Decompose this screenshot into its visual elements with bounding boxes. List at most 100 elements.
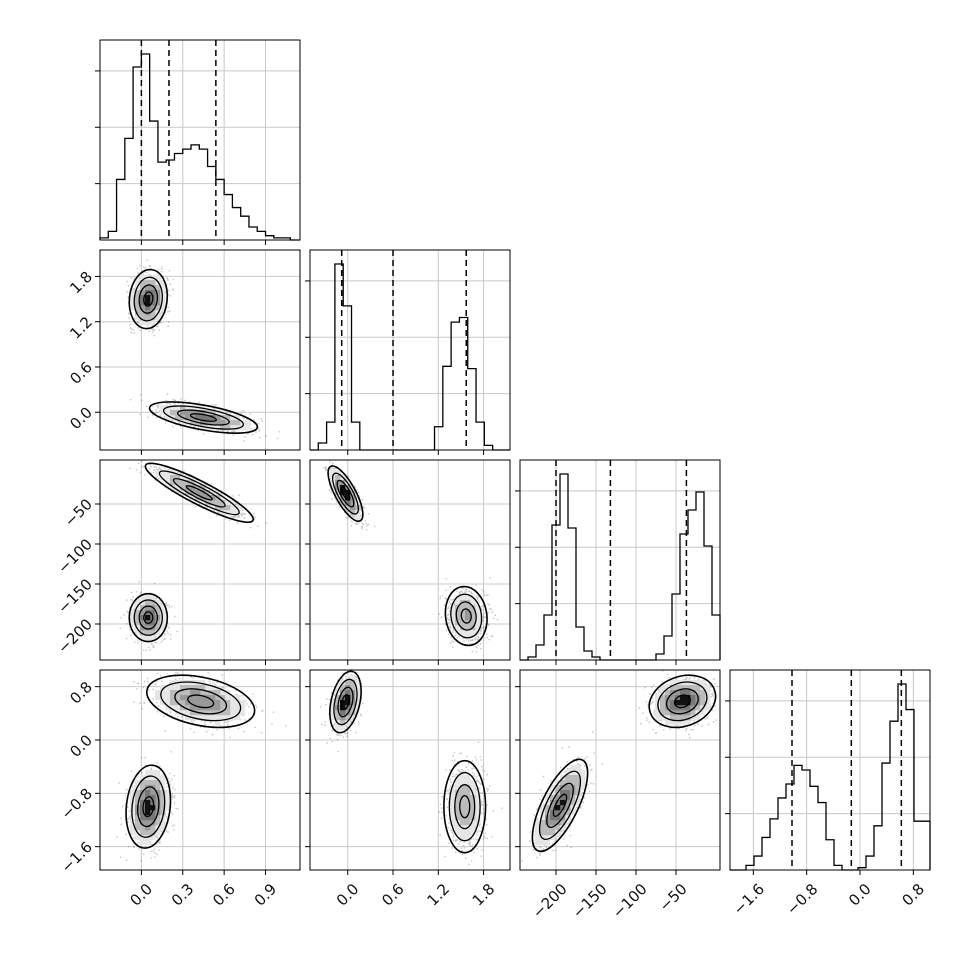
scatter-panel-0-2: −200−150−100 −50 bbox=[54, 459, 301, 665]
contour-line-1-1 bbox=[665, 688, 699, 715]
density-fill-0 bbox=[535, 680, 711, 846]
contour-line-0-2 bbox=[133, 599, 163, 636]
x-tick-label-3: −50 bbox=[656, 880, 691, 915]
density-fill-4 bbox=[340, 485, 351, 501]
scatter-content bbox=[126, 259, 281, 442]
contour-line-0-3 bbox=[128, 592, 169, 643]
histogram-panel-0-background bbox=[100, 40, 300, 240]
x-tick-label-0: −200 bbox=[529, 880, 571, 922]
contour-line-0-2 bbox=[333, 678, 358, 726]
contour-line-1-0 bbox=[460, 608, 472, 624]
contour-line-1-0 bbox=[185, 485, 213, 501]
scatter-content bbox=[119, 460, 268, 652]
histogram-step-0 bbox=[99, 53, 300, 241]
contour-line-1-3 bbox=[443, 759, 487, 854]
scatter-content bbox=[319, 670, 503, 866]
y-tick-label-1: −0.8 bbox=[58, 785, 96, 823]
contour-line-1-2 bbox=[657, 681, 708, 722]
x-tick-label-1: −150 bbox=[569, 880, 611, 922]
scatter-content bbox=[116, 672, 287, 862]
contour-line-0-3 bbox=[128, 268, 169, 330]
contour-line-1-3 bbox=[444, 585, 488, 647]
histogram-panel-3: −1.6 −0.8 0.0 0.8 bbox=[725, 669, 931, 919]
contour-line-1-1 bbox=[174, 688, 228, 715]
x-tick-label-3: 0.8 bbox=[898, 880, 928, 910]
contour-line-1-2 bbox=[160, 681, 242, 722]
contour-line-1-3 bbox=[648, 674, 717, 729]
contour-line-0-2 bbox=[133, 276, 163, 322]
x-tick-label-0: −1.6 bbox=[730, 880, 768, 918]
y-tick-label-3: 1.8 bbox=[66, 268, 96, 298]
density-fill-2 bbox=[135, 690, 221, 831]
contour-line-1-2 bbox=[450, 593, 483, 639]
contour-line-0-3 bbox=[329, 670, 362, 734]
x-tick-label-3: 1.8 bbox=[469, 880, 499, 910]
contour-line-0-3 bbox=[327, 465, 364, 523]
contour-line-1-0 bbox=[459, 795, 471, 819]
scatter-panel-2-3: −200−150−100 −50 bbox=[515, 669, 721, 922]
histogram-panel-3-background bbox=[730, 670, 930, 870]
contour-line-0-1 bbox=[137, 786, 160, 828]
density-fill-4 bbox=[145, 615, 151, 621]
panel-border bbox=[729, 669, 931, 871]
y-tick-label-2: 0.0 bbox=[66, 731, 96, 761]
contour-line-1-0 bbox=[673, 694, 691, 709]
histogram-panel-0 bbox=[95, 39, 301, 245]
contour-line-0-1 bbox=[336, 479, 355, 508]
density-fill-4 bbox=[145, 295, 151, 306]
contour-line-0-0 bbox=[552, 793, 568, 817]
contour-line-0-3 bbox=[125, 764, 172, 849]
y-tick-label-0: 0.0 bbox=[66, 404, 96, 434]
y-tick-label-1: 0.6 bbox=[66, 358, 96, 388]
contour-line-0-0 bbox=[340, 486, 351, 501]
y-tick-label-0: −200 bbox=[54, 615, 96, 657]
contour-line-0-3 bbox=[531, 758, 589, 853]
contour-line-0-0 bbox=[143, 611, 154, 624]
panel-border bbox=[99, 249, 301, 451]
panel-border bbox=[99, 459, 301, 661]
x-tick-label-1: −0.8 bbox=[783, 880, 821, 918]
contour-line-1-3 bbox=[145, 674, 256, 729]
x-tick-label-2: 0.0 bbox=[845, 880, 875, 910]
scatter-panel-0-1: 0.0 0.6 1.2 1.8 bbox=[66, 249, 301, 455]
contour-line-0-1 bbox=[138, 605, 159, 630]
y-tick-label-0: −1.6 bbox=[58, 838, 96, 876]
scatter-panel-1-3: 0.0 0.6 1.2 1.8 bbox=[305, 669, 511, 910]
contour-line-0-1 bbox=[337, 686, 354, 718]
y-tick-label-2: 1.2 bbox=[66, 313, 96, 343]
scatter-panel-0-3: 0.0 0.3 0.6 0.9 −1.6 −0.8 0.0 0.8 bbox=[58, 669, 301, 910]
contour-line-1-2 bbox=[162, 405, 244, 430]
x-tick-label-1: 0.3 bbox=[168, 880, 198, 910]
x-tick-label-1: 0.6 bbox=[378, 880, 408, 910]
contour-line-1-1 bbox=[455, 601, 477, 631]
contour-line-0-2 bbox=[331, 472, 359, 515]
histogram-panel-1-background bbox=[310, 250, 510, 450]
y-tick-label-1: −150 bbox=[54, 575, 96, 617]
scatter-content bbox=[323, 460, 499, 660]
panel-border bbox=[309, 459, 511, 661]
contour-line-1-1 bbox=[172, 478, 226, 508]
histogram-panel-2-background bbox=[520, 460, 720, 660]
x-tick-label-0: 0.0 bbox=[333, 880, 363, 910]
x-tick-label-3: 0.9 bbox=[251, 880, 281, 910]
panel-border bbox=[309, 669, 511, 871]
x-tick-label-2: 0.6 bbox=[209, 880, 239, 910]
contour-line-1-0 bbox=[187, 694, 215, 709]
panel-border bbox=[99, 669, 301, 871]
contour-line-0-0 bbox=[143, 291, 154, 307]
contour-line-1-3 bbox=[144, 462, 255, 524]
histogram-panel-2 bbox=[515, 459, 721, 665]
panel-border bbox=[99, 39, 301, 241]
contour-line-1-0 bbox=[189, 413, 217, 422]
histogram-step-3 bbox=[730, 683, 931, 871]
y-tick-label-3: 0.8 bbox=[66, 678, 96, 708]
density-fill-4 bbox=[145, 800, 156, 816]
density-fill-0 bbox=[130, 275, 251, 431]
x-tick-label-2: −100 bbox=[609, 880, 651, 922]
scatter-panel-1-2 bbox=[305, 459, 511, 665]
contour-line-1-3 bbox=[148, 401, 259, 434]
y-tick-label-2: −100 bbox=[54, 535, 96, 577]
contour-line-1-1 bbox=[454, 784, 476, 830]
panel-border bbox=[519, 669, 721, 871]
